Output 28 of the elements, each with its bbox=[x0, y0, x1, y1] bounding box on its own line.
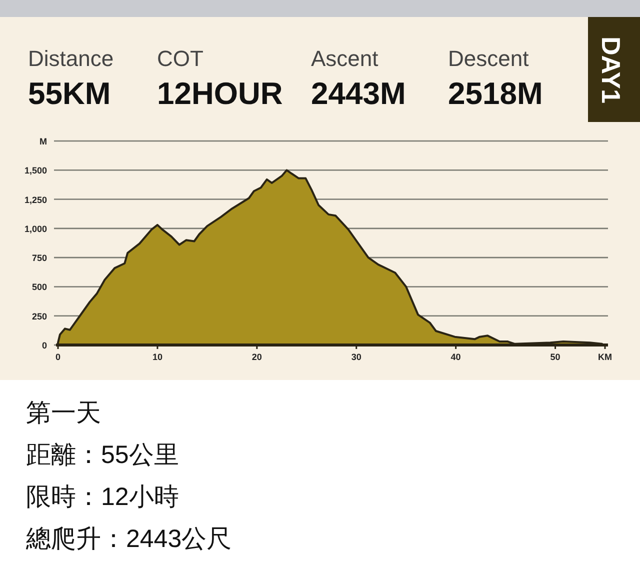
text: 總爬升：2443公尺 bbox=[25, 525, 232, 553]
x-tick-label: 10 bbox=[152, 352, 162, 362]
x-tick-label: 20 bbox=[252, 352, 262, 362]
chart-title: DAY1 bbox=[596, 36, 626, 104]
text: COT bbox=[157, 46, 204, 71]
text: 第一天 bbox=[26, 399, 101, 427]
x-tick-label: 30 bbox=[351, 352, 362, 362]
text: 12HOUR bbox=[157, 76, 283, 111]
text: Ascent bbox=[311, 46, 378, 71]
y-tick-label: 0 bbox=[42, 340, 47, 350]
y-tick-label: 250 bbox=[32, 311, 47, 322]
text: 限時：12小時 bbox=[26, 483, 179, 511]
x-tick-label: 50 bbox=[550, 352, 560, 362]
y-tick-label: 1,250 bbox=[24, 194, 47, 205]
text: 2518M bbox=[448, 76, 543, 111]
y-tick-label: M bbox=[40, 136, 47, 146]
text: Distance bbox=[28, 46, 114, 71]
text: 距離：55公里 bbox=[26, 441, 179, 469]
x-tick-label: 0 bbox=[55, 352, 61, 362]
text: 55KM bbox=[28, 76, 111, 111]
x-tick-label: 40 bbox=[450, 352, 461, 362]
y-tick-label: 1,500 bbox=[24, 166, 47, 176]
y-tick-label: 1,000 bbox=[24, 224, 47, 234]
y-tick-label: 500 bbox=[32, 282, 47, 292]
y-tick-label: 750 bbox=[32, 253, 47, 264]
text: Descent bbox=[448, 46, 529, 71]
text: 2443M bbox=[311, 76, 406, 111]
x-tick-label: KM bbox=[598, 352, 612, 362]
